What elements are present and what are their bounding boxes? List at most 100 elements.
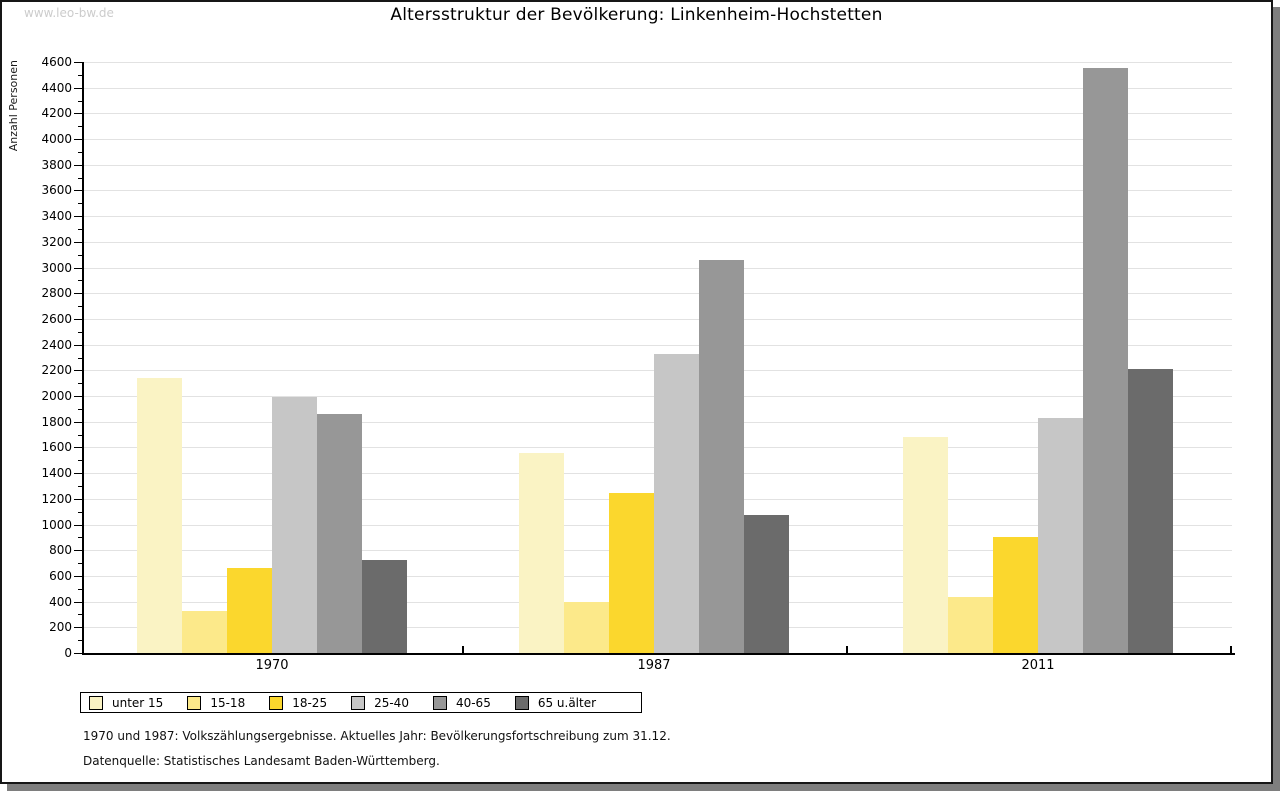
y-tick-label-800: 800 — [49, 543, 72, 557]
y-tick-4400 — [74, 88, 82, 89]
legend-swatch-icon — [514, 695, 529, 710]
gridline-3600 — [84, 190, 1232, 191]
plot-area: 0 200 400 600 800 1000 1200 1400 1600 1800 2000 220… — [2, 2, 1271, 782]
y-tick-2600 — [74, 319, 82, 320]
y-minor-tick-1700 — [78, 435, 82, 436]
bar-2011-65-u-lter — [1128, 369, 1173, 653]
y-tick-label-2800: 2800 — [41, 286, 72, 300]
y-tick-label-200: 200 — [49, 620, 72, 634]
y-tick-label-3200: 3200 — [41, 235, 72, 249]
bar-1987-18-25 — [609, 493, 654, 653]
y-minor-tick-3100 — [78, 255, 82, 256]
bar-1970-40-65 — [317, 414, 362, 653]
y-tick-label-400: 400 — [49, 595, 72, 609]
y-tick-400 — [74, 602, 82, 603]
y-tick-4000 — [74, 139, 82, 140]
watermark: www.leo-bw.de — [24, 6, 114, 20]
y-tick-2000 — [74, 396, 82, 397]
bar-2011-25-40 — [1038, 418, 1083, 653]
x-axis-line — [82, 653, 1235, 655]
y-axis-line — [82, 62, 84, 655]
y-tick-800 — [74, 550, 82, 551]
bar-1987-40-65 — [699, 260, 744, 653]
gridline-3400 — [84, 216, 1232, 217]
y-minor-tick-4100 — [78, 126, 82, 127]
legend-item-25-40: 25-40 — [351, 695, 409, 710]
y-minor-tick-2100 — [78, 383, 82, 384]
y-tick-label-3000: 3000 — [41, 261, 72, 275]
y-minor-tick-700 — [78, 563, 82, 564]
y-minor-tick-1100 — [78, 512, 82, 513]
y-tick-1800 — [74, 422, 82, 423]
gridline-3800 — [84, 165, 1232, 166]
y-tick-1000 — [74, 525, 82, 526]
bar-1987-25-40 — [654, 354, 699, 653]
bar-2011-15-18 — [948, 597, 993, 653]
y-tick-label-3800: 3800 — [41, 158, 72, 172]
bar-1970-18-25 — [227, 568, 272, 653]
y-minor-tick-2300 — [78, 358, 82, 359]
footer-source: Datenquelle: Statistisches Landesamt Bad… — [83, 754, 440, 768]
legend-swatch-icon — [269, 695, 284, 710]
y-minor-tick-3500 — [78, 203, 82, 204]
y-tick-label-1400: 1400 — [41, 466, 72, 480]
legend-item-unter-15: unter 15 — [89, 695, 164, 710]
y-tick-label-4200: 4200 — [41, 106, 72, 120]
legend-label: 18-25 — [292, 695, 328, 710]
bar-1987-unter-15 — [519, 453, 564, 653]
y-tick-label-0: 0 — [64, 646, 72, 660]
gridline-4600 — [84, 62, 1232, 63]
x-axis-separator-3 — [1230, 646, 1232, 653]
legend-item-65-u-lter: 65 u.älter — [514, 695, 597, 710]
legend-swatch-icon — [187, 695, 202, 710]
y-tick-label-3600: 3600 — [41, 183, 72, 197]
bar-2011-40-65 — [1083, 68, 1128, 653]
y-minor-tick-1500 — [78, 460, 82, 461]
y-minor-tick-100 — [78, 640, 82, 641]
y-tick-2200 — [74, 370, 82, 371]
legend: unter 15 15-18 18-25 25-40 40-65 65 u.älter — [80, 692, 642, 713]
legend-swatch-icon — [351, 695, 366, 710]
y-minor-tick-300 — [78, 614, 82, 615]
category-label-1970: 1970 — [255, 658, 289, 673]
y-tick-3600 — [74, 190, 82, 191]
legend-label: unter 15 — [112, 695, 164, 710]
y-minor-tick-4300 — [78, 101, 82, 102]
y-tick-200 — [74, 627, 82, 628]
gridline-3200 — [84, 242, 1232, 243]
gridline-2800 — [84, 293, 1232, 294]
legend-swatch-icon — [432, 695, 447, 710]
y-minor-tick-4500 — [78, 75, 82, 76]
y-tick-1400 — [74, 473, 82, 474]
chart-title: Altersstruktur der Bevölkerung: Linkenhe… — [390, 5, 883, 25]
gridline-4200 — [84, 113, 1232, 114]
x-axis-separator-1 — [462, 646, 464, 653]
y-tick-label-1600: 1600 — [41, 440, 72, 454]
bar-1970-25-40 — [272, 397, 317, 653]
y-tick-1600 — [74, 447, 82, 448]
y-tick-4200 — [74, 113, 82, 114]
legend-swatch-icon — [89, 695, 103, 710]
legend-label: 15-18 — [210, 695, 246, 710]
legend-label: 40-65 — [455, 695, 491, 710]
y-tick-label-2000: 2000 — [41, 389, 72, 403]
legend-item-40-65: 40-65 — [432, 695, 491, 710]
y-tick-3200 — [74, 242, 82, 243]
y-minor-tick-1300 — [78, 486, 82, 487]
y-minor-tick-900 — [78, 537, 82, 538]
legend-label: 25-40 — [374, 695, 409, 710]
legend-label: 65 u.älter — [537, 695, 597, 710]
y-minor-tick-500 — [78, 589, 82, 590]
y-tick-2800 — [74, 293, 82, 294]
x-axis-separator-2 — [846, 646, 848, 653]
y-tick-label-3400: 3400 — [41, 209, 72, 223]
bar-2011-unter-15 — [903, 437, 948, 653]
y-minor-tick-2700 — [78, 306, 82, 307]
y-minor-tick-3700 — [78, 178, 82, 179]
y-tick-label-1200: 1200 — [41, 492, 72, 506]
y-tick-label-1800: 1800 — [41, 415, 72, 429]
y-tick-label-2600: 2600 — [41, 312, 72, 326]
y-minor-tick-3900 — [78, 152, 82, 153]
y-minor-tick-3300 — [78, 229, 82, 230]
